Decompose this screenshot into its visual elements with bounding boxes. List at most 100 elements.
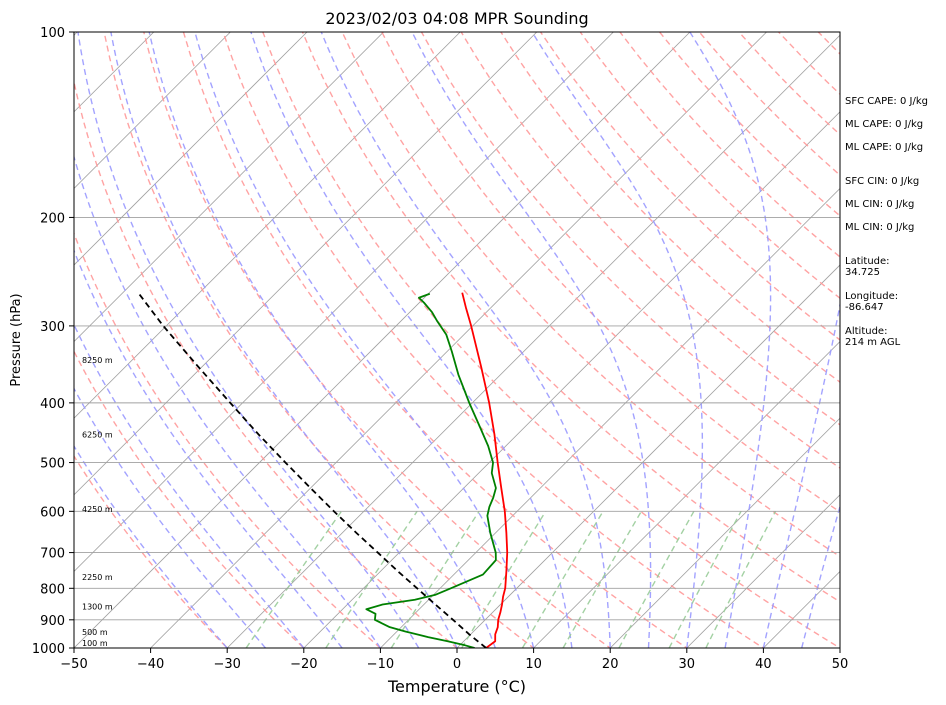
x-tick-label: −30 [213, 657, 240, 672]
profile-lines [137, 292, 509, 648]
chart-title: 2023/02/03 04:08 MPR Sounding [325, 9, 588, 28]
x-tick-label: 30 [679, 657, 696, 672]
isotherm-line [609, 417, 840, 648]
isotherm-line [74, 32, 231, 189]
isotherm-line [456, 264, 840, 648]
x-tick-label: 50 [832, 657, 849, 672]
x-tick-label: −50 [60, 657, 87, 672]
annotation-text: ML CIN: 0 J/kg [845, 222, 914, 233]
isotherm-line [74, 32, 384, 343]
dry-adiabat-line [74, 454, 229, 648]
annotation-text: SFC CIN: 0 J/kg [845, 176, 919, 187]
moist-adiabat-line [250, 32, 573, 648]
y-tick-label: 900 [40, 614, 65, 629]
height-labels: 100 m 500 m 1300 m 2250 m 4250 m 6250 m 8250 m [82, 356, 113, 648]
mixing-ratio-line [521, 510, 604, 648]
isotherm-line [150, 32, 767, 648]
moist-adiabat-line [148, 32, 496, 648]
dry-adiabat-line [420, 32, 840, 469]
annotation-text: ML CIN: 0 J/kg [845, 199, 914, 210]
dry-adiabat-line [143, 32, 612, 648]
dry-adiabat-line [182, 32, 689, 648]
isotherm-line [380, 187, 840, 648]
moist-adiabat-line [74, 154, 381, 648]
isotherm-line [74, 32, 614, 572]
x-axis: −50 −40 −30 −20 −10 0 10 20 30 40 50 [60, 648, 848, 672]
y-axis-label: Pressure (hPa) [9, 293, 24, 386]
moist-adiabat-line [74, 248, 343, 648]
mixing-ratio-line [705, 511, 777, 648]
moist-adiabat-line [194, 32, 535, 648]
x-tick-label: 10 [525, 657, 542, 672]
parcel-profile [137, 292, 487, 648]
isobar-gridlines [74, 32, 840, 648]
temperature-profile [461, 292, 509, 648]
y-tick-label: 100 [40, 26, 65, 41]
dry-adiabat-line [301, 32, 840, 603]
height-label: 100 m [82, 639, 108, 648]
dry-adiabat-line [579, 32, 840, 300]
dry-adiabat-line [74, 79, 459, 648]
dry-adiabat-line [460, 32, 840, 426]
y-tick-label: 1000 [32, 642, 65, 657]
isotherm-line [226, 34, 840, 648]
mixing-ratio-line [668, 511, 742, 648]
background-lines [74, 32, 840, 648]
moist-adiabat-line [320, 32, 611, 648]
annotation-text: Altitude: 214 m AGL [845, 326, 901, 348]
moist-adiabat-line [110, 32, 458, 648]
moist-adiabat-line [801, 503, 840, 648]
y-tick-label: 400 [40, 397, 65, 412]
annotations-panel: SFC CAPE: 0 J/kg ML CAPE: 0 J/kg ML CAPE: … [845, 96, 928, 348]
x-tick-label: −20 [290, 657, 317, 672]
moist-adiabat-line [74, 444, 228, 648]
moist-adiabat-line [411, 32, 652, 648]
isotherm-line [74, 32, 461, 419]
moist-adiabat-line [762, 301, 840, 648]
x-tick-label: −10 [367, 657, 394, 672]
isotherm-line [74, 32, 691, 648]
annotation-text: Latitude: 34.725 [845, 256, 890, 278]
dry-adiabat-line [341, 32, 840, 558]
dewpoint-profile [365, 292, 497, 648]
y-tick-label: 300 [40, 320, 65, 335]
x-tick-label: 20 [602, 657, 619, 672]
plot-background [74, 32, 840, 648]
annotation-text: ML CAPE: 0 J/kg [845, 119, 923, 130]
mixing-ratio-line [618, 510, 695, 648]
annotation-text: ML CAPE: 0 J/kg [845, 142, 923, 153]
x-tick-label: 40 [755, 657, 772, 672]
y-tick-label: 800 [40, 582, 65, 597]
dry-adiabat-line [103, 32, 535, 648]
moist-adiabat-line [74, 387, 267, 648]
dry-adiabat-line [74, 231, 382, 648]
height-label: 2250 m [82, 573, 113, 582]
height-label: 6250 m [82, 431, 113, 440]
y-tick-label: 700 [40, 547, 65, 562]
isotherm-line [74, 32, 538, 496]
height-label: 4250 m [82, 505, 113, 514]
y-axis: 1000 900 800 700 600 500 400 300 200 100 [32, 26, 74, 657]
height-label: 1300 m [82, 603, 113, 612]
dry-adiabat-line [222, 32, 765, 648]
dry-adiabat-line [381, 32, 840, 513]
moist-adiabat-line [689, 32, 772, 648]
isotherm-line [74, 32, 308, 266]
dry-adiabat-line [262, 32, 840, 648]
y-tick-label: 500 [40, 457, 65, 472]
height-label: 8250 m [82, 356, 113, 365]
moist-adiabat-line [77, 32, 420, 648]
isotherm-line [303, 111, 840, 648]
annotation-text: Longitude: -86.647 [845, 291, 898, 313]
y-tick-label: 600 [40, 505, 65, 520]
x-axis-label: Temperature (°C) [387, 677, 526, 696]
mixing-ratio-line [562, 510, 642, 648]
mixing-ratio-line [461, 510, 547, 648]
x-tick-label: −40 [137, 657, 164, 672]
isotherm-line [533, 341, 840, 648]
moist-adiabat-line [531, 32, 704, 648]
dry-adiabat-line [74, 349, 305, 648]
annotation-text: SFC CAPE: 0 J/kg [845, 96, 928, 107]
y-tick-label: 200 [40, 211, 65, 226]
